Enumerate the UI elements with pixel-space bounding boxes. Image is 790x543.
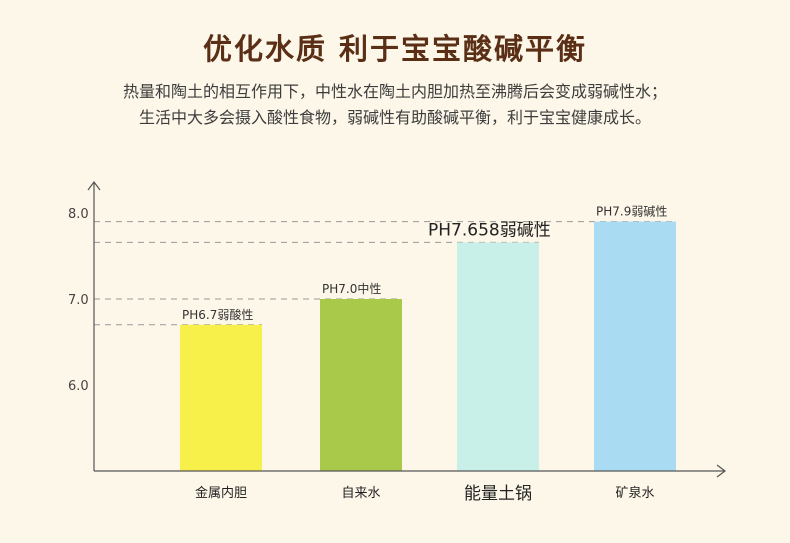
category-label-4: 矿泉水: [615, 485, 654, 501]
bar-3: [457, 242, 539, 471]
category-label-1: 金属内胆: [195, 485, 247, 501]
description-line-1: 热量和陶土的相互作用下，中性水在陶土内胆加热至沸腾后会变成弱碱性水；: [122, 82, 667, 101]
bar-1: [180, 324, 262, 471]
data-label-1: PH6.7弱酸性: [182, 307, 253, 322]
category-label-3: 能量土锅: [464, 484, 532, 504]
bar-4: [594, 221, 676, 471]
bar-2: [320, 299, 402, 471]
data-label-4: PH7.9弱碱性: [596, 205, 667, 219]
data-label-2: PH7.0中性: [322, 281, 381, 296]
x-axis-arrow: [716, 464, 726, 478]
y-axis-arrow: [87, 181, 101, 191]
description-line-2: 生活中大多会摄入酸性食物，弱碱性有助酸碱平衡，利于宝宝健康成长。: [138, 108, 651, 127]
data-label-3: PH7.658弱碱性: [428, 220, 551, 240]
category-label-2: 自来水: [341, 486, 380, 501]
y-tick-label-3: 8.0: [68, 207, 89, 222]
page-title: 优化水质 利于宝宝酸碱平衡: [202, 32, 588, 66]
y-tick-label-2: 7.0: [68, 293, 89, 308]
y-tick-label-1: 6.0: [68, 379, 89, 394]
